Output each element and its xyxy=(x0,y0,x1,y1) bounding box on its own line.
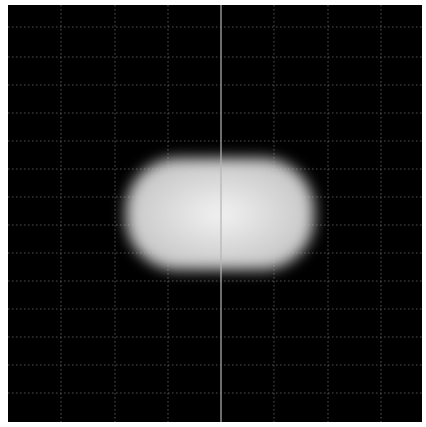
scene-canvas xyxy=(8,5,422,422)
white-blob xyxy=(126,158,314,270)
image-viewport xyxy=(8,5,422,422)
